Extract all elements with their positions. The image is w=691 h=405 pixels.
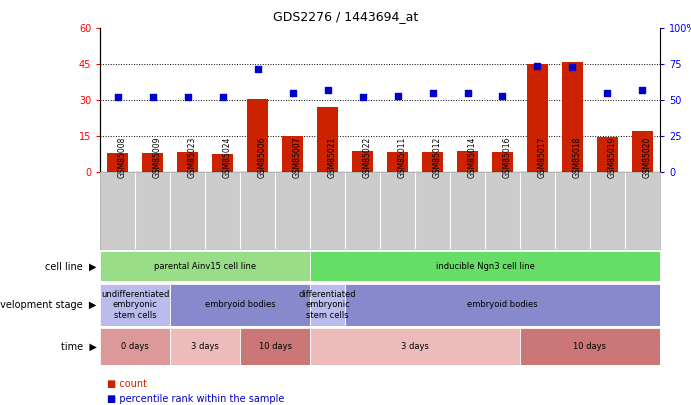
Text: GSM85016: GSM85016 bbox=[502, 136, 511, 177]
Point bbox=[287, 90, 298, 96]
Bar bbox=[457, 151, 478, 172]
Text: ■ percentile rank within the sample: ■ percentile rank within the sample bbox=[107, 394, 285, 404]
Text: 10 days: 10 days bbox=[258, 342, 292, 351]
Bar bbox=[310, 328, 520, 364]
Text: GSM85012: GSM85012 bbox=[433, 136, 442, 177]
Bar bbox=[352, 151, 373, 172]
Bar bbox=[177, 152, 198, 172]
Text: GDS2276 / 1443694_at: GDS2276 / 1443694_at bbox=[273, 10, 418, 23]
Point bbox=[147, 94, 158, 100]
Point bbox=[322, 87, 333, 94]
Bar bbox=[492, 152, 513, 172]
Bar bbox=[107, 153, 128, 172]
Point bbox=[112, 94, 123, 100]
Bar bbox=[100, 328, 170, 364]
Text: GSM85023: GSM85023 bbox=[188, 136, 197, 177]
Text: 3 days: 3 days bbox=[191, 342, 219, 351]
Bar bbox=[282, 136, 303, 172]
Text: GSM85009: GSM85009 bbox=[153, 136, 162, 177]
Point bbox=[602, 90, 613, 96]
Text: GSM85017: GSM85017 bbox=[538, 136, 547, 177]
Bar bbox=[632, 131, 653, 172]
Text: development stage  ▶: development stage ▶ bbox=[0, 300, 97, 310]
Text: embryoid bodies: embryoid bodies bbox=[467, 300, 538, 309]
Point bbox=[497, 93, 508, 99]
Bar bbox=[387, 152, 408, 172]
Text: GSM85007: GSM85007 bbox=[292, 136, 301, 177]
Bar bbox=[170, 284, 310, 326]
Bar bbox=[597, 137, 618, 172]
Text: ■ count: ■ count bbox=[107, 379, 147, 389]
Text: inducible Ngn3 cell line: inducible Ngn3 cell line bbox=[435, 262, 534, 271]
Bar bbox=[345, 284, 660, 326]
Text: time  ▶: time ▶ bbox=[61, 341, 97, 351]
Point bbox=[182, 94, 193, 100]
Bar bbox=[100, 251, 310, 281]
Text: GSM85006: GSM85006 bbox=[258, 136, 267, 177]
Point bbox=[217, 94, 228, 100]
Text: GSM85008: GSM85008 bbox=[117, 136, 126, 177]
Text: GSM85022: GSM85022 bbox=[363, 136, 372, 177]
Bar bbox=[240, 328, 310, 364]
Bar bbox=[317, 107, 338, 172]
Text: GSM85018: GSM85018 bbox=[572, 136, 581, 177]
Text: 0 days: 0 days bbox=[122, 342, 149, 351]
Point bbox=[427, 90, 438, 96]
Text: GSM85011: GSM85011 bbox=[397, 136, 406, 177]
Text: GSM85014: GSM85014 bbox=[468, 136, 477, 177]
Text: 10 days: 10 days bbox=[574, 342, 607, 351]
Bar bbox=[170, 328, 240, 364]
Bar bbox=[520, 328, 660, 364]
Bar bbox=[100, 284, 170, 326]
Point bbox=[462, 90, 473, 96]
Text: undifferentiated
embryonic
stem cells: undifferentiated embryonic stem cells bbox=[101, 290, 169, 320]
Text: cell line  ▶: cell line ▶ bbox=[45, 261, 97, 271]
Bar bbox=[247, 99, 268, 172]
Text: parental Ainv15 cell line: parental Ainv15 cell line bbox=[154, 262, 256, 271]
Bar bbox=[310, 251, 660, 281]
Point bbox=[637, 87, 648, 94]
Bar bbox=[527, 64, 548, 172]
Point bbox=[532, 62, 543, 69]
Point bbox=[392, 93, 403, 99]
Text: embryoid bodies: embryoid bodies bbox=[205, 300, 276, 309]
Bar bbox=[310, 284, 345, 326]
Text: GSM85020: GSM85020 bbox=[643, 136, 652, 177]
Text: GSM85021: GSM85021 bbox=[328, 136, 337, 177]
Text: GSM85019: GSM85019 bbox=[607, 136, 616, 177]
Bar bbox=[142, 153, 163, 172]
Bar bbox=[422, 152, 443, 172]
Point bbox=[357, 94, 368, 100]
Point bbox=[252, 65, 263, 72]
Text: 3 days: 3 days bbox=[401, 342, 429, 351]
Bar bbox=[212, 154, 233, 172]
Text: GSM85024: GSM85024 bbox=[223, 136, 231, 177]
Text: differentiated
embryonic
stem cells: differentiated embryonic stem cells bbox=[299, 290, 357, 320]
Bar bbox=[562, 62, 583, 172]
Point bbox=[567, 64, 578, 70]
